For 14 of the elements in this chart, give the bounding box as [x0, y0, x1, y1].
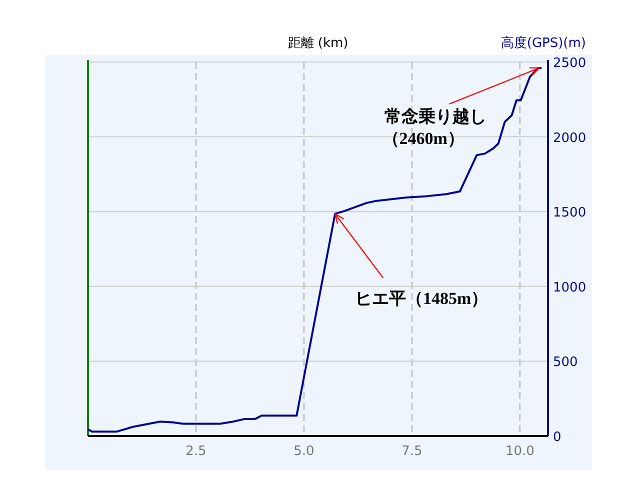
x-tick-label: 7.5 [402, 444, 422, 459]
annotation: ヒエ平（1485m） [355, 288, 488, 308]
x-tick-label: 5.0 [294, 444, 314, 459]
y-tick-label: 500 [553, 355, 578, 370]
y-tick-label: 0 [553, 430, 562, 445]
annotation: 常念乗り越し（2460m） [382, 106, 486, 148]
x-axis-title: 距離 (km) [288, 36, 348, 51]
x-tick-label: 2.5 [186, 444, 206, 459]
y-tick-label: 2500 [553, 56, 586, 71]
y-tick-label: 1500 [553, 206, 586, 221]
y-tick-label: 2000 [553, 130, 586, 146]
y-axis-title: 高度(GPS)(m) [500, 35, 586, 51]
y-tick-label: 1000 [553, 280, 586, 296]
x-tick-label: 10.0 [505, 444, 534, 459]
